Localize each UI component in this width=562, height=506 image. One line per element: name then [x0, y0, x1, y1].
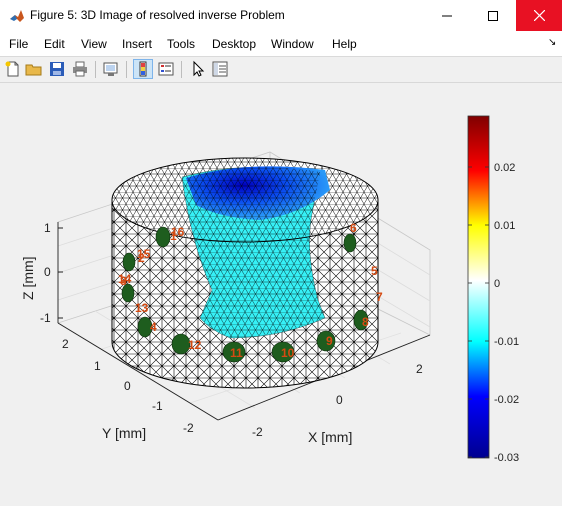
electrode-marker: [222, 341, 246, 363]
colorbar-toggle-button[interactable]: [133, 59, 153, 79]
toolbar-separator: [95, 61, 96, 78]
x-tick-label: 0: [336, 393, 343, 407]
menu-file[interactable]: File: [9, 37, 29, 51]
electrode-label-8: 8: [362, 315, 369, 329]
link-plot-icon: [103, 62, 118, 76]
link-plot-button[interactable]: [102, 60, 120, 78]
electrode-marker: [316, 330, 336, 352]
new-file-icon: [5, 61, 19, 77]
save-button[interactable]: [48, 60, 66, 78]
colorbar-tick-label: 0: [494, 278, 500, 290]
new-figure-button[interactable]: [4, 60, 22, 78]
mesh-cylinder: [111, 157, 379, 389]
edit-plot-button[interactable]: [189, 60, 207, 78]
figure-canvas: 1 2 3 4 5 6 7 8 9 10 11 12 13 14 15 16 1…: [20, 115, 519, 464]
arrow-pointer-icon: [193, 60, 205, 77]
menu-view[interactable]: View: [81, 37, 107, 51]
electrode-marker: [121, 283, 135, 303]
close-icon: [533, 10, 545, 21]
maximize-button[interactable]: [470, 0, 516, 31]
printer-icon: [73, 61, 87, 77]
dock-arrow-icon[interactable]: ↘: [548, 37, 557, 48]
menu-tools[interactable]: Tools: [167, 37, 196, 51]
property-inspector-icon: [212, 61, 228, 77]
electrode-label-1: 1: [170, 229, 177, 243]
electrode-label-14: 14: [118, 272, 132, 286]
electrode-marker: [137, 316, 153, 338]
x-tick-label: 2: [416, 362, 423, 376]
y-tick-label: -2: [183, 421, 194, 435]
electrodes: [121, 226, 369, 363]
y-axis: 2 1 0 -1 -2 Y [mm]: [62, 337, 194, 441]
menu-desktop[interactable]: Desktop: [212, 37, 257, 51]
electrode-label-4: 4: [150, 320, 157, 334]
minimize-icon: [442, 15, 452, 16]
electrode-marker: [171, 333, 191, 355]
electrode-label-11: 11: [230, 346, 243, 360]
x-axis: -2 0 2 X [mm]: [252, 362, 423, 445]
y-tick-label: 2: [62, 337, 69, 351]
colorbar-icon: [139, 61, 147, 77]
colorbar-tick-label: -0.02: [494, 394, 519, 406]
minimize-button[interactable]: [424, 0, 470, 31]
y-tick-label: 1: [94, 359, 101, 373]
property-inspector-button[interactable]: [211, 60, 229, 78]
colorbar-tick-label: 0.01: [494, 220, 515, 232]
y-tick-label: -1: [152, 399, 163, 413]
toolbar-separator: [126, 61, 127, 78]
menu-insert[interactable]: Insert: [122, 37, 153, 51]
x-axis-label: X [mm]: [308, 429, 352, 445]
print-button[interactable]: [71, 60, 89, 78]
maximize-icon: [488, 10, 498, 21]
x-tick-label: -2: [252, 425, 263, 439]
matlab-icon: [9, 8, 25, 24]
title-bar: Figure 5: 3D Image of resolved inverse P…: [0, 0, 562, 31]
menu-edit[interactable]: Edit: [44, 37, 65, 51]
menu-help[interactable]: Help: [332, 37, 357, 51]
electrode-marker: [353, 309, 369, 331]
electrode-label-3: 3: [120, 274, 127, 288]
toolbar: [0, 57, 562, 83]
electrode-marker: [122, 252, 136, 272]
colorbar[interactable]: 0.02 0.01 0 -0.01 -0.02 -0.03: [467, 115, 519, 464]
electrode-marker: [343, 233, 357, 253]
electrode-label-16: 16: [171, 225, 185, 239]
colorbar-tick-label: 0.02: [494, 162, 515, 174]
electrode-label-10: 10: [281, 346, 295, 360]
y-axis-label: Y [mm]: [102, 425, 146, 441]
electrode-label-6: 6: [350, 221, 357, 235]
open-file-button[interactable]: [25, 60, 43, 78]
z-tick-label: 0: [44, 265, 51, 279]
legend-button[interactable]: [157, 60, 175, 78]
electrode-label-7: 7: [376, 290, 383, 304]
legend-icon: [158, 62, 174, 76]
y-tick-label: 0: [124, 379, 131, 393]
electrode-label-12: 12: [188, 338, 202, 352]
folder-icon: [25, 64, 42, 76]
menu-window[interactable]: Window: [271, 37, 314, 51]
save-icon: [50, 62, 64, 76]
toolbar-separator: [181, 61, 182, 78]
menu-bar: File Edit View Insert Tools Desktop Wind…: [0, 31, 562, 57]
electrode-label-5: 5: [371, 264, 378, 278]
z-axis: 1 0 -1 Z [mm]: [20, 221, 63, 325]
electrode-label-15: 15: [137, 247, 151, 261]
electrode-marker: [155, 226, 171, 248]
close-button[interactable]: [516, 0, 562, 31]
z-axis-label: Z [mm]: [20, 256, 36, 300]
electrode-labels: 1 2 3 4 5 6 7 8 9 10 11 12 13 14 15 16: [118, 221, 383, 360]
electrode-label-2: 2: [138, 251, 145, 265]
electrode-label-13: 13: [135, 301, 149, 315]
electrode-label-9: 9: [326, 334, 333, 348]
colorbar-tick-label: -0.01: [494, 336, 519, 348]
z-tick-label: -1: [40, 311, 51, 325]
colorbar-gradient: [467, 115, 490, 459]
window-title: Figure 5: 3D Image of resolved inverse P…: [30, 8, 285, 22]
electrode-marker: [271, 341, 295, 363]
z-tick-label: 1: [44, 221, 51, 235]
colorbar-tick-label: -0.03: [494, 452, 519, 464]
